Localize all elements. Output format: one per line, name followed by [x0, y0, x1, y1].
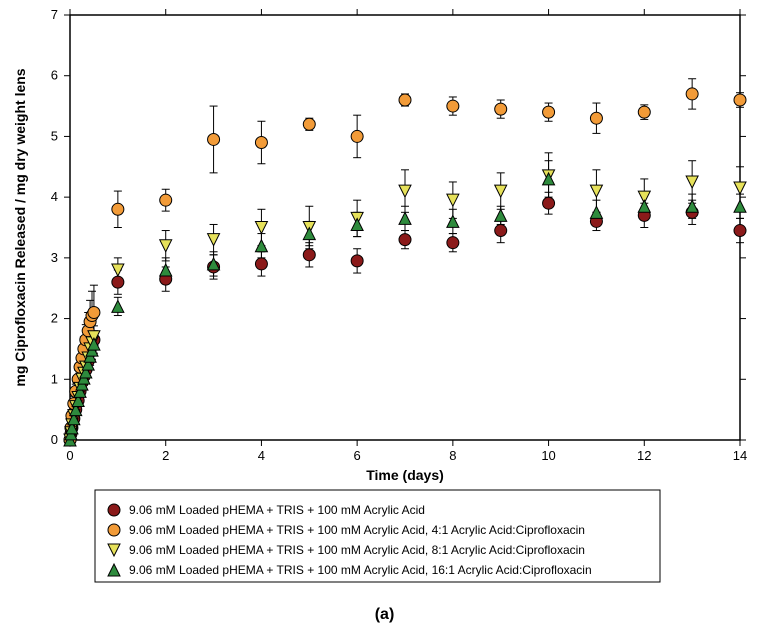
- legend-label: 9.06 mM Loaded pHEMA + TRIS + 100 mM Acr…: [129, 523, 585, 537]
- data-marker: [638, 106, 650, 118]
- legend: 9.06 mM Loaded pHEMA + TRIS + 100 mM Acr…: [95, 490, 660, 582]
- data-marker: [160, 194, 172, 206]
- x-tick-label: 14: [733, 448, 747, 463]
- y-axis-label: mg Ciprofloxacin Released / mg dry weigh…: [12, 68, 28, 386]
- x-tick-label: 2: [162, 448, 169, 463]
- data-marker: [208, 133, 220, 145]
- y-tick-label: 2: [51, 311, 58, 326]
- data-marker: [108, 504, 120, 516]
- data-marker: [495, 225, 507, 237]
- data-marker: [351, 130, 363, 142]
- data-marker: [590, 112, 602, 124]
- data-marker: [399, 94, 411, 106]
- data-marker: [686, 88, 698, 100]
- legend-label: 9.06 mM Loaded pHEMA + TRIS + 100 mM Acr…: [129, 543, 585, 557]
- data-marker: [88, 307, 100, 319]
- x-tick-label: 4: [258, 448, 265, 463]
- data-marker: [112, 203, 124, 215]
- data-marker: [495, 103, 507, 115]
- data-marker: [399, 234, 411, 246]
- data-marker: [108, 524, 120, 536]
- data-marker: [255, 137, 267, 149]
- x-tick-label: 6: [354, 448, 361, 463]
- legend-label: 9.06 mM Loaded pHEMA + TRIS + 100 mM Acr…: [129, 563, 592, 577]
- data-marker: [447, 100, 459, 112]
- x-axis-label: Time (days): [366, 467, 444, 483]
- data-marker: [351, 255, 363, 267]
- figure-container: 0246810121401234567Time (days)mg Ciprofl…: [0, 0, 769, 629]
- data-marker: [303, 249, 315, 261]
- data-marker: [447, 237, 459, 249]
- data-marker: [112, 276, 124, 288]
- x-tick-label: 0: [66, 448, 73, 463]
- y-tick-label: 4: [51, 189, 58, 204]
- legend-label: 9.06 mM Loaded pHEMA + TRIS + 100 mM Acr…: [129, 503, 425, 517]
- x-tick-label: 10: [541, 448, 555, 463]
- data-marker: [303, 118, 315, 130]
- subfigure-caption: (a): [0, 606, 769, 624]
- x-tick-label: 8: [449, 448, 456, 463]
- data-marker: [543, 197, 555, 209]
- data-marker: [734, 94, 746, 106]
- y-tick-label: 3: [51, 250, 58, 265]
- y-tick-label: 5: [51, 128, 58, 143]
- x-tick-label: 12: [637, 448, 651, 463]
- data-marker: [543, 106, 555, 118]
- data-marker: [255, 258, 267, 270]
- y-tick-label: 0: [51, 432, 58, 447]
- y-tick-label: 7: [51, 7, 58, 22]
- data-marker: [734, 225, 746, 237]
- y-tick-label: 6: [51, 68, 58, 83]
- y-tick-label: 1: [51, 371, 58, 386]
- release-scatter-chart: 0246810121401234567Time (days)mg Ciprofl…: [0, 0, 769, 629]
